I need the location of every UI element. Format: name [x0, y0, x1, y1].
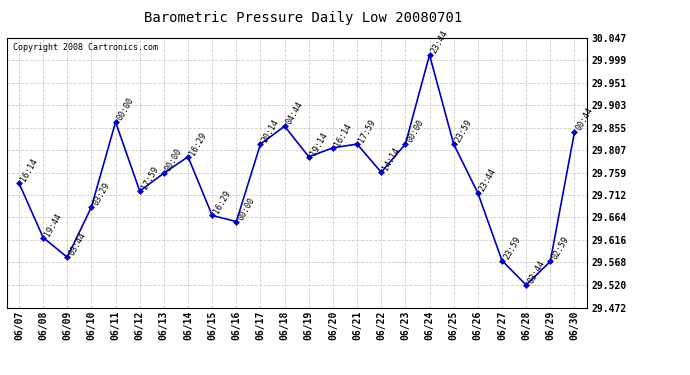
- Text: 19:44: 19:44: [43, 211, 63, 237]
- Text: 00:44: 00:44: [574, 106, 595, 132]
- Text: 17:59: 17:59: [139, 165, 160, 191]
- Text: 03:44: 03:44: [68, 231, 88, 257]
- Text: 20:14: 20:14: [261, 118, 281, 144]
- Text: 23:59: 23:59: [454, 118, 474, 144]
- Text: 16:29: 16:29: [213, 189, 233, 216]
- Text: 00:00: 00:00: [236, 195, 257, 222]
- Text: 19:14: 19:14: [308, 130, 329, 157]
- Text: 23:44: 23:44: [477, 167, 498, 193]
- Text: 00:00: 00:00: [406, 118, 426, 144]
- Text: 14:14: 14:14: [381, 146, 402, 172]
- Text: 03:29: 03:29: [91, 181, 112, 207]
- Text: 02:59: 02:59: [551, 236, 571, 261]
- Text: 17:59: 17:59: [357, 118, 377, 144]
- Text: Copyright 2008 Cartronics.com: Copyright 2008 Cartronics.com: [12, 43, 158, 52]
- Text: 16:14: 16:14: [333, 122, 353, 148]
- Text: Barometric Pressure Daily Low 20080701: Barometric Pressure Daily Low 20080701: [144, 11, 463, 25]
- Text: 04:44: 04:44: [284, 100, 305, 126]
- Text: 23:59: 23:59: [502, 234, 522, 261]
- Text: 00:00: 00:00: [115, 96, 136, 122]
- Text: 23:44: 23:44: [429, 29, 450, 55]
- Text: 00:00: 00:00: [164, 147, 184, 173]
- Text: 16:29: 16:29: [188, 130, 208, 157]
- Text: 03:44: 03:44: [526, 259, 546, 285]
- Text: 16:14: 16:14: [19, 157, 39, 183]
